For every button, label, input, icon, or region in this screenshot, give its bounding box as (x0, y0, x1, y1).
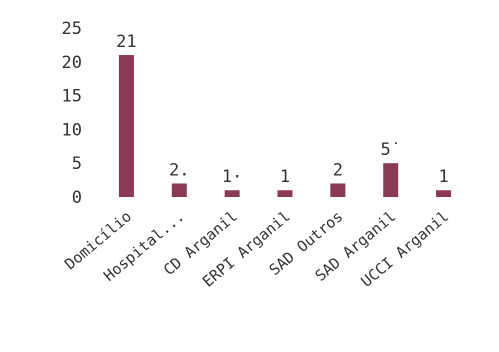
y-tick-label: 15 (62, 87, 82, 107)
y-tick-label: 10 (62, 120, 82, 140)
y-tick-label: 5 (72, 154, 82, 174)
data-label: 2 (333, 160, 343, 180)
bar (118, 55, 134, 197)
bar (330, 183, 346, 197)
bar (171, 183, 187, 197)
data-label: 5˙ (380, 140, 400, 160)
y-tick-label: 0 (72, 188, 82, 208)
data-label: 1· (222, 167, 242, 187)
y-tick-label: 20 (62, 53, 82, 73)
bar (224, 190, 240, 197)
data-label: 2. (169, 160, 189, 180)
data-label: 1 (280, 167, 290, 187)
data-label: 1 (438, 167, 448, 187)
bar (383, 163, 399, 197)
y-tick-label: 25 (62, 19, 82, 39)
bar (436, 190, 452, 197)
bar (277, 190, 293, 197)
data-label: 21 (116, 32, 136, 52)
